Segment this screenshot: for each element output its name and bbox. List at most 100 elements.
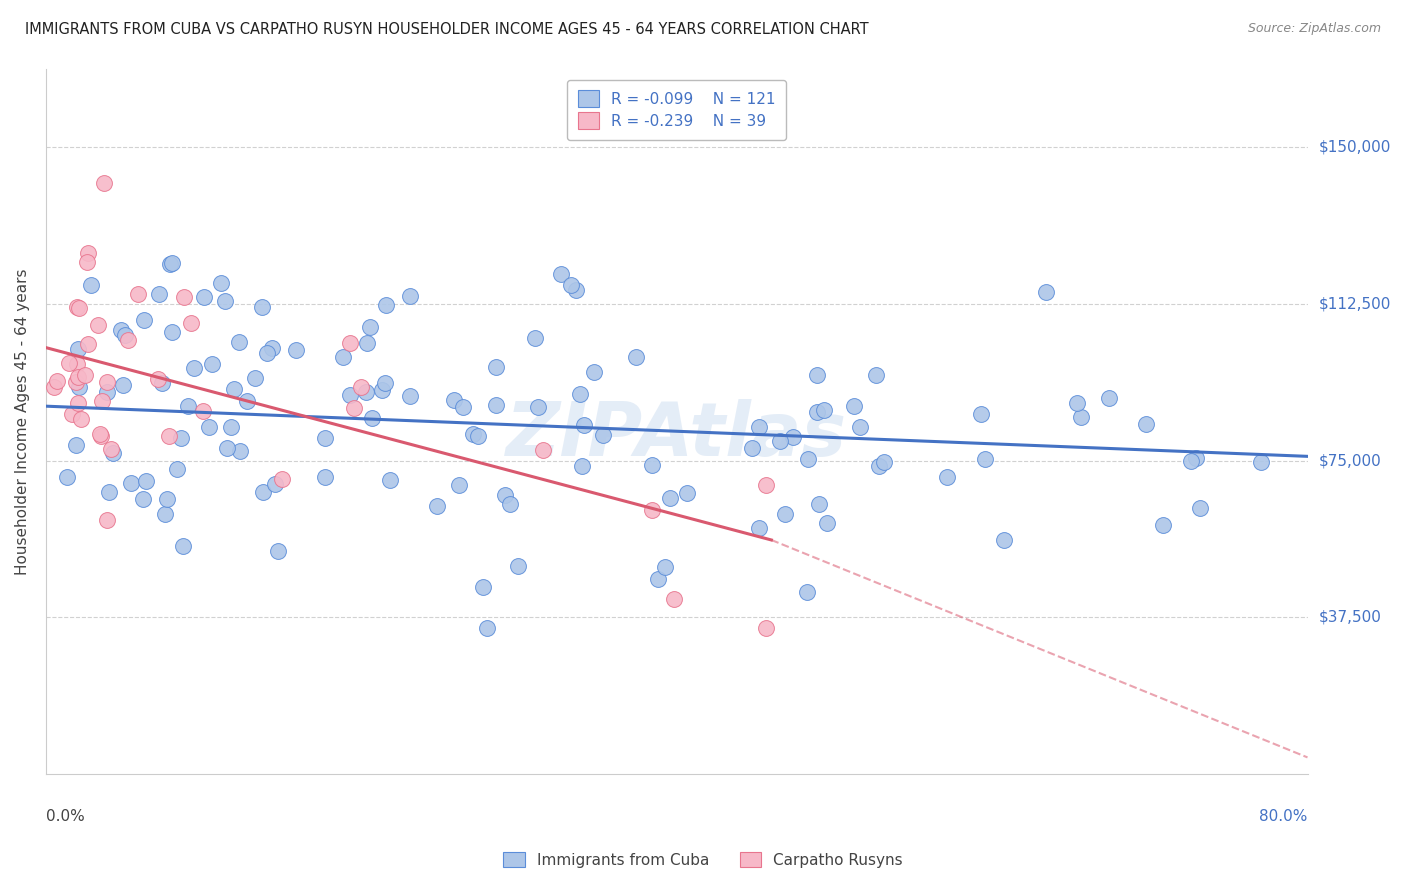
Point: [472, 580, 495, 594]
Point: [120, 475, 142, 490]
Point: [451, 400, 474, 414]
Point: [148, 372, 170, 386]
Point: [374, 376, 396, 390]
Point: [153, 507, 176, 521]
Point: [211, 277, 233, 291]
Point: [157, 429, 180, 443]
Point: [65, 375, 87, 389]
Point: [117, 333, 139, 347]
Point: [285, 343, 308, 357]
Point: [426, 499, 449, 513]
Point: [664, 591, 686, 606]
Point: [449, 478, 471, 492]
Text: 0.0%: 0.0%: [46, 809, 84, 824]
Point: [148, 287, 170, 301]
Point: [806, 368, 828, 383]
Point: [110, 323, 132, 337]
Point: [806, 405, 828, 419]
Point: [56, 469, 79, 483]
Point: [96, 384, 118, 399]
Point: [494, 488, 516, 502]
Point: [77, 246, 100, 260]
Point: [748, 419, 770, 434]
Point: [1070, 409, 1092, 424]
Point: [96, 375, 118, 389]
Point: [131, 491, 153, 506]
Point: [936, 469, 959, 483]
Point: [114, 328, 136, 343]
Point: [748, 521, 770, 535]
Point: [659, 491, 682, 506]
Point: [80, 278, 103, 293]
Point: [531, 443, 554, 458]
Point: [565, 283, 588, 297]
Point: [166, 461, 188, 475]
Point: [356, 384, 378, 399]
Point: [755, 621, 778, 635]
Point: [641, 458, 664, 472]
Point: [477, 621, 499, 635]
Point: [91, 393, 114, 408]
Point: [467, 429, 489, 443]
Point: [172, 539, 194, 553]
Point: [66, 342, 89, 356]
Point: [252, 300, 274, 314]
Point: [339, 388, 361, 402]
Point: [508, 559, 530, 574]
Legend: R = -0.099    N = 121, R = -0.239    N = 39: R = -0.099 N = 121, R = -0.239 N = 39: [567, 79, 786, 140]
Point: [485, 359, 508, 374]
Point: [815, 516, 838, 530]
Text: $37,500: $37,500: [1319, 610, 1382, 624]
Point: [865, 368, 887, 383]
Point: [356, 336, 378, 351]
Point: [350, 380, 373, 394]
Point: [201, 357, 224, 371]
Point: [127, 287, 149, 301]
Point: [70, 412, 93, 426]
Point: [162, 326, 184, 340]
Point: [873, 455, 896, 469]
Point: [266, 543, 288, 558]
Point: [782, 429, 804, 443]
Point: [198, 419, 221, 434]
Point: [221, 420, 243, 434]
Point: [67, 395, 90, 409]
Point: [132, 313, 155, 327]
Point: [844, 399, 866, 413]
Text: Source: ZipAtlas.com: Source: ZipAtlas.com: [1247, 22, 1381, 36]
Point: [67, 380, 90, 394]
Point: [1188, 501, 1211, 516]
Point: [527, 401, 550, 415]
Point: [582, 365, 605, 379]
Point: [571, 459, 593, 474]
Point: [755, 478, 778, 492]
Point: [75, 368, 97, 382]
Point: [42, 380, 65, 394]
Point: [160, 255, 183, 269]
Point: [560, 278, 582, 293]
Point: [93, 176, 115, 190]
Text: $150,000: $150,000: [1319, 139, 1391, 154]
Point: [66, 300, 89, 314]
Point: [1066, 396, 1088, 410]
Point: [741, 441, 763, 455]
Point: [807, 497, 830, 511]
Point: [169, 431, 191, 445]
Point: [1152, 518, 1174, 533]
Point: [1250, 455, 1272, 469]
Point: [371, 384, 394, 398]
Point: [849, 420, 872, 434]
Point: [993, 533, 1015, 548]
Point: [235, 393, 257, 408]
Point: [775, 508, 797, 522]
Point: [256, 346, 278, 360]
Point: [76, 337, 98, 351]
Point: [572, 417, 595, 432]
Point: [676, 486, 699, 500]
Point: [332, 350, 354, 364]
Point: [485, 398, 508, 412]
Y-axis label: Householder Income Ages 45 - 64 years: Householder Income Ages 45 - 64 years: [15, 268, 30, 574]
Point: [314, 470, 336, 484]
Point: [797, 452, 820, 467]
Point: [1035, 285, 1057, 299]
